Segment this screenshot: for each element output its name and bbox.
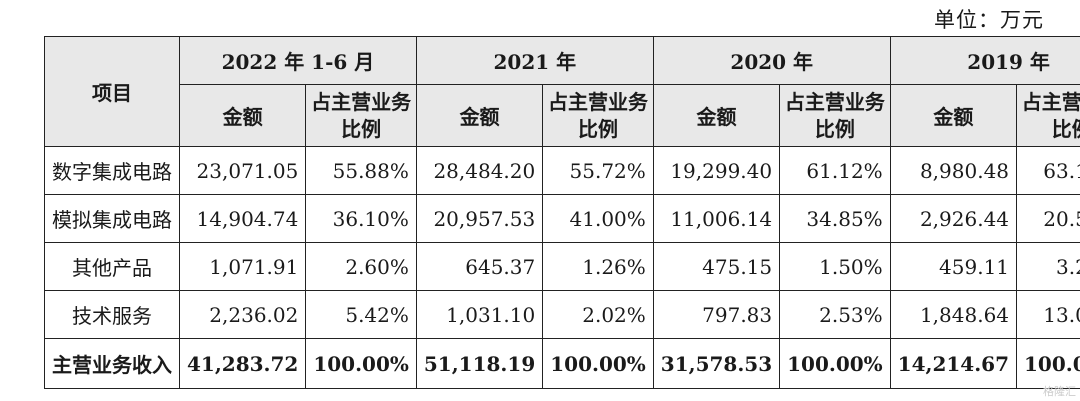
total-row: 主营业务收入 41,283.72 100.00% 51,118.19 100.0… (44, 338, 1080, 389)
ratio-cell: 55.88% (305, 146, 417, 195)
amount-cell: 20,957.53 (415, 194, 544, 243)
row-label: 技术服务 (44, 290, 180, 339)
row-label: 其他产品 (44, 242, 180, 291)
ratio-header: 占主营业务比例 (1016, 84, 1080, 147)
ratio-header: 占主营业务比例 (779, 84, 891, 147)
unit-label: 单位：万元 (934, 8, 1044, 32)
ratio-cell: 20.59% (1016, 194, 1080, 243)
ratio-cell: 61.12% (779, 146, 891, 195)
ratio-cell: 34.85% (779, 194, 891, 243)
ratio-cell: 41.00% (542, 194, 654, 243)
period-header: 2020 年 (652, 36, 891, 85)
ratio-cell: 5.42% (305, 290, 417, 339)
ratio-cell: 1.50% (779, 242, 891, 291)
ratio-cell: 13.01% (1016, 290, 1080, 339)
amount-cell: 28,484.20 (415, 146, 544, 195)
ratio-cell: 36.10% (305, 194, 417, 243)
row-label: 模拟集成电路 (44, 194, 180, 243)
period-header: 2019 年 (889, 36, 1080, 85)
ratio-cell: 100.00% (1016, 338, 1080, 389)
revenue-table: 项目 2022 年 1-6 月 2021 年 2020 年 2019 年 金额 … (44, 36, 1080, 389)
amount-cell: 14,214.67 (889, 338, 1018, 389)
amount-cell: 23,071.05 (178, 146, 307, 195)
amount-cell: 645.37 (415, 242, 544, 291)
amount-header: 金额 (178, 84, 307, 147)
total-label: 主营业务收入 (44, 338, 180, 389)
table-row: 模拟集成电路 14,904.74 36.10% 20,957.53 41.00%… (44, 194, 1080, 243)
amount-header: 金额 (889, 84, 1018, 147)
amount-cell: 19,299.40 (652, 146, 781, 195)
amount-cell: 2,926.44 (889, 194, 1018, 243)
amount-cell: 8,980.48 (889, 146, 1018, 195)
amount-cell: 475.15 (652, 242, 781, 291)
ratio-cell: 100.00% (305, 338, 417, 389)
ratio-cell: 100.00% (542, 338, 654, 389)
amount-cell: 14,904.74 (178, 194, 307, 243)
table-row: 其他产品 1,071.91 2.60% 645.37 1.26% 475.15 … (44, 242, 1080, 291)
ratio-cell: 2.53% (779, 290, 891, 339)
period-header: 2022 年 1-6 月 (179, 36, 417, 85)
amount-cell: 41,283.72 (178, 338, 307, 389)
ratio-header: 占主营业务比例 (305, 84, 417, 147)
amount-header: 金额 (652, 84, 781, 147)
ratio-header: 占主营业务比例 (542, 84, 654, 147)
amount-cell: 1,071.91 (178, 242, 307, 291)
period-header: 2021 年 (415, 36, 654, 85)
row-label: 数字集成电路 (44, 146, 180, 195)
item-header: 项目 (44, 36, 180, 147)
amount-header: 金额 (415, 84, 544, 147)
amount-cell: 51,118.19 (415, 338, 544, 389)
amount-cell: 11,006.14 (652, 194, 781, 243)
ratio-cell: 55.72% (542, 146, 654, 195)
table-row: 数字集成电路 23,071.05 55.88% 28,484.20 55.72%… (44, 146, 1080, 195)
amount-cell: 2,236.02 (178, 290, 307, 339)
amount-cell: 31,578.53 (652, 338, 781, 389)
amount-cell: 459.11 (889, 242, 1018, 291)
ratio-cell: 2.02% (542, 290, 654, 339)
watermark: 格隆汇 (1043, 385, 1076, 398)
ratio-cell: 2.60% (305, 242, 417, 291)
amount-cell: 797.83 (652, 290, 781, 339)
ratio-cell: 100.00% (779, 338, 891, 389)
amount-cell: 1,848.64 (889, 290, 1018, 339)
amount-cell: 1,031.10 (415, 290, 544, 339)
ratio-cell: 1.26% (542, 242, 654, 291)
ratio-cell: 3.23% (1016, 242, 1080, 291)
ratio-cell: 63.18% (1016, 146, 1080, 195)
table-row: 技术服务 2,236.02 5.42% 1,031.10 2.02% 797.8… (44, 290, 1080, 339)
